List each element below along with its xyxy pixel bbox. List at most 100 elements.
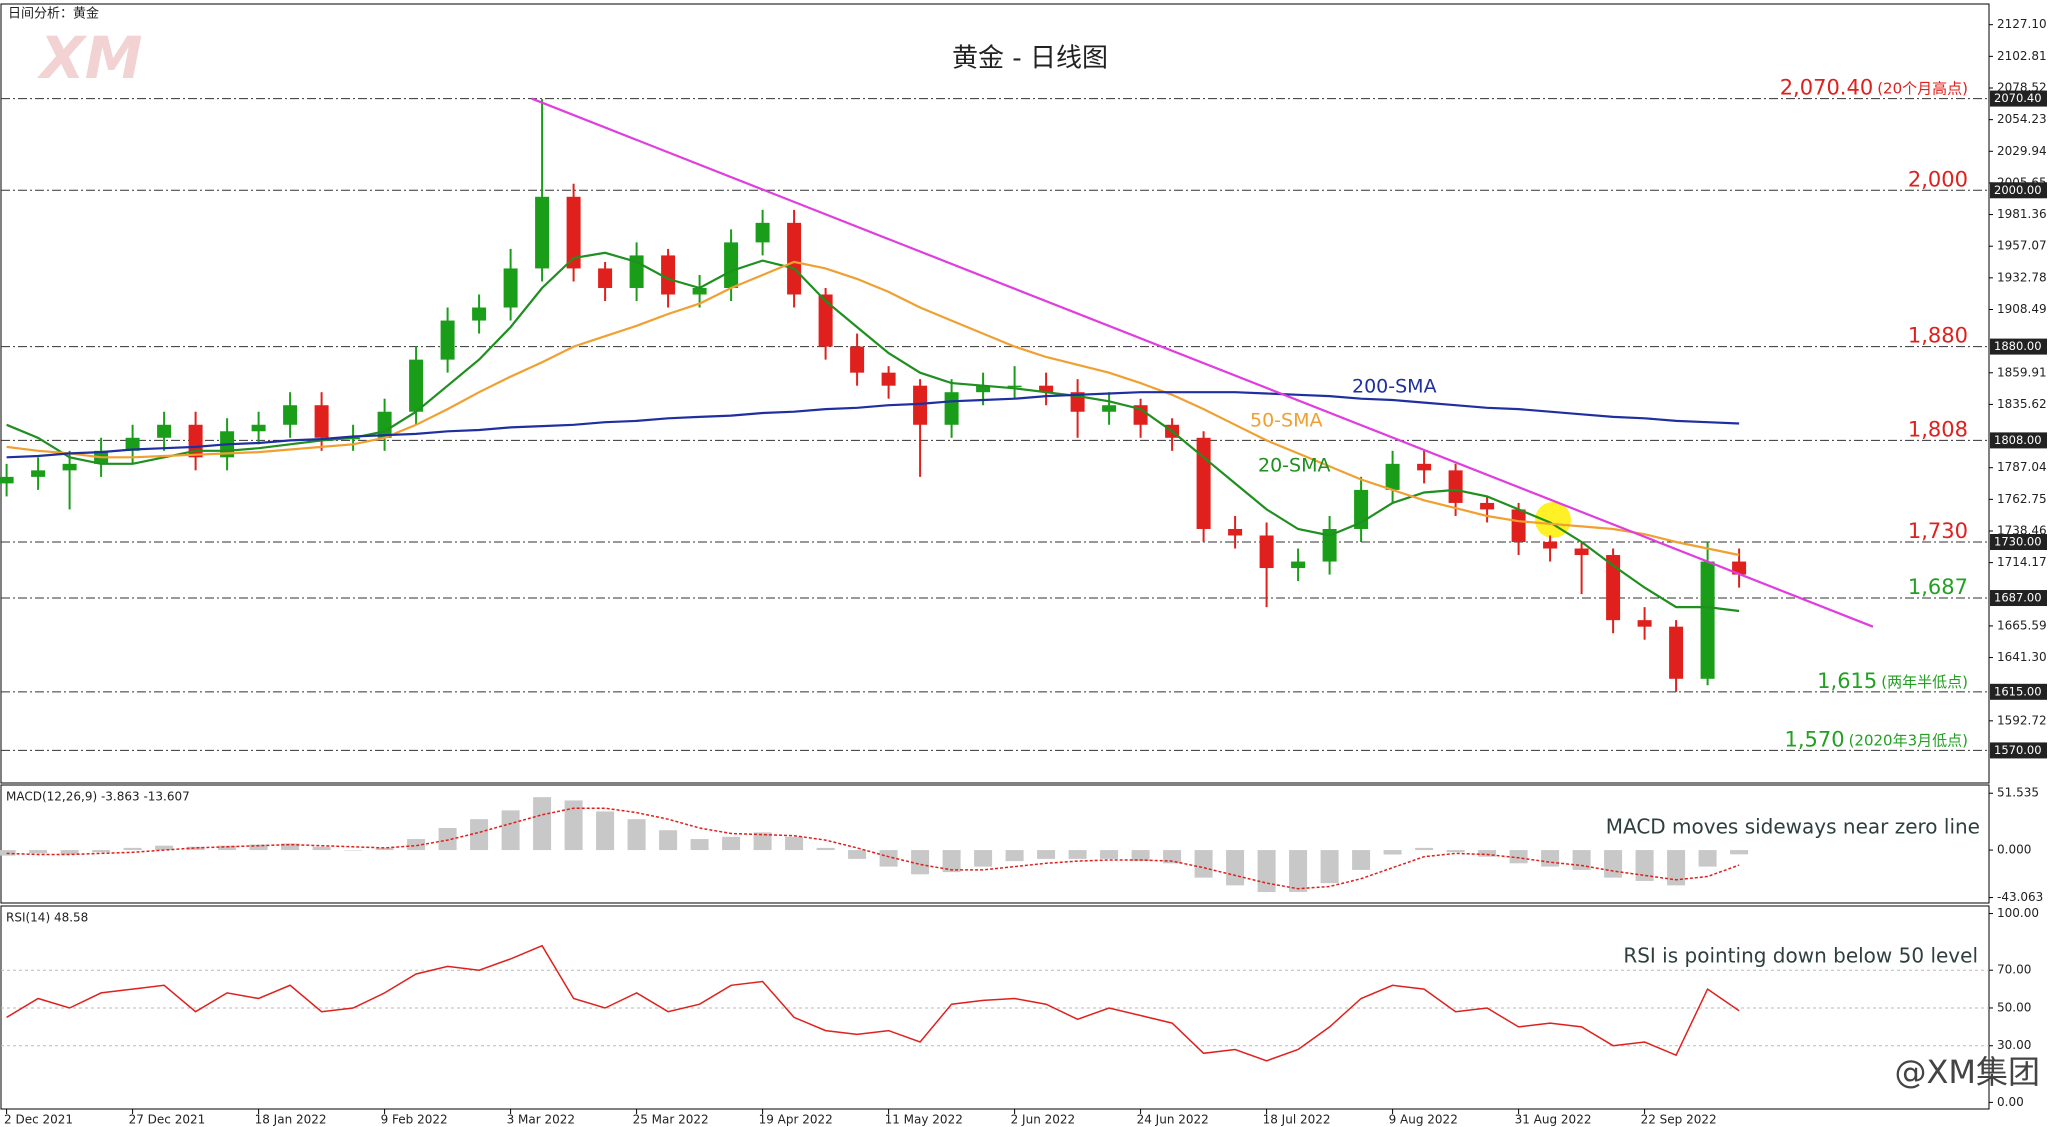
candle-body — [1417, 463, 1432, 471]
x-tick-label: 22 Sep 2022 — [1641, 1113, 1717, 1127]
candle-body — [1511, 509, 1526, 543]
sma-line — [6, 260, 1740, 557]
y-tick-label: 2054.23 — [1997, 112, 2047, 126]
y-tick-label: 51.535 — [1997, 786, 2039, 800]
macd-bar — [1667, 850, 1686, 886]
x-tick-label: 9 Feb 2022 — [381, 1113, 448, 1127]
sma-label: 50-SMA — [1250, 410, 1322, 432]
macd-bar — [1163, 850, 1182, 864]
candle-body — [661, 255, 676, 295]
signal-line — [6, 807, 1740, 890]
candle-body — [1259, 535, 1274, 569]
candle-body — [535, 196, 550, 269]
macd-bar — [407, 839, 426, 851]
x-tick-label: 3 Mar 2022 — [507, 1113, 575, 1127]
logo: XM — [37, 24, 142, 92]
level-annotation: 1,880 — [1908, 324, 1968, 348]
x-tick-label: 11 May 2022 — [885, 1113, 963, 1127]
candle-body — [62, 463, 77, 471]
candle-body — [157, 424, 172, 438]
level-annotation: 2,070.40 (20个月高点) — [1780, 76, 1968, 100]
panel-frame — [0, 784, 1990, 904]
level-annotation: 2,000 — [1908, 167, 1968, 191]
macd-bar — [249, 844, 268, 851]
level-note: (20个月高点) — [1877, 79, 1968, 97]
level-value: 1,880 — [1908, 324, 1968, 348]
level-annotation: 1,615 (两年半低点) — [1817, 669, 1968, 693]
panel-title: RSI(14) 48.58 — [6, 911, 88, 925]
trendline — [531, 97, 1874, 628]
macd-bar — [1289, 850, 1308, 892]
candle-body — [566, 196, 581, 269]
macd-bar — [690, 839, 709, 851]
level-box-label: 1615.00 — [1994, 684, 2042, 698]
candle-body — [818, 294, 833, 347]
level-annotation: 1,687 — [1908, 575, 1968, 599]
candle-body — [1007, 385, 1022, 388]
candle-body — [1133, 405, 1148, 425]
candle-body — [976, 385, 991, 393]
level-box — [1990, 338, 2047, 355]
candle-body — [850, 346, 865, 373]
level-box-label: 1570.00 — [1994, 743, 2042, 757]
candle-body — [1102, 405, 1117, 412]
level-note: (2020年3月低点) — [1849, 731, 1968, 749]
macd-bar — [1541, 850, 1560, 867]
candle-body — [251, 424, 266, 432]
macd-bar — [218, 845, 237, 851]
y-tick-label: 1957.07 — [1997, 239, 2047, 253]
macd-bar — [1478, 850, 1497, 857]
y-tick-label: 1981.36 — [1997, 207, 2047, 221]
macd-bar — [501, 810, 520, 851]
x-tick-label: 18 Jan 2022 — [255, 1113, 327, 1127]
macd-bar — [123, 847, 142, 851]
candle-body — [377, 411, 392, 438]
macd-bar — [1320, 850, 1339, 884]
candle-body — [881, 372, 896, 386]
macd-bar — [785, 836, 804, 851]
macd-bar — [281, 843, 300, 851]
macd-bar — [92, 850, 111, 853]
y-tick-label: 1762.75 — [1997, 492, 2047, 506]
macd-bar — [60, 850, 79, 855]
level-box — [1990, 182, 2047, 199]
level-box — [1990, 432, 2047, 449]
macd-bar — [312, 846, 331, 851]
macd-bar — [722, 836, 741, 851]
candle-body — [1448, 470, 1463, 503]
candle-body — [787, 222, 802, 295]
macd-bar — [533, 797, 552, 851]
macd-bar — [1037, 850, 1056, 859]
header-text: 日间分析：黄金 — [8, 6, 99, 22]
level-note: (两年半低点) — [1881, 672, 1968, 690]
panel-title: MACD(12,26,9) -3.863 -13.607 — [6, 790, 190, 804]
macd-bar — [942, 850, 961, 873]
candle-body — [440, 320, 455, 360]
level-box — [1990, 683, 2047, 700]
macd-bar — [879, 850, 898, 867]
y-tick-label: 0.00 — [1997, 1095, 2024, 1109]
macd-bar — [155, 845, 174, 851]
sma-label: 200-SMA — [1352, 376, 1437, 398]
y-tick-label: 50.00 — [1997, 1000, 2031, 1014]
candle-body — [598, 268, 613, 288]
macd-bar — [753, 832, 772, 851]
macd-bar — [1604, 850, 1623, 878]
candle-body — [0, 476, 14, 484]
y-tick-label: 2029.94 — [1997, 144, 2047, 158]
macd-bar — [1415, 847, 1434, 851]
y-tick-label: 100.00 — [1997, 906, 2039, 920]
level-box-label: 1687.00 — [1994, 591, 2042, 605]
candle-body — [409, 359, 424, 412]
macd-bar — [344, 850, 363, 851]
rsi-line — [6, 944, 1740, 1062]
x-tick-label: 19 Apr 2022 — [759, 1113, 833, 1127]
y-tick-label: 0.000 — [1997, 843, 2031, 857]
macd-bar — [1131, 850, 1150, 862]
macd-bar — [1005, 850, 1024, 862]
candle-body — [125, 437, 140, 451]
macd-bar — [848, 850, 867, 859]
y-tick-label: 30.00 — [1997, 1038, 2031, 1052]
candle-body — [692, 287, 707, 295]
level-value: 1,570 — [1784, 727, 1844, 751]
